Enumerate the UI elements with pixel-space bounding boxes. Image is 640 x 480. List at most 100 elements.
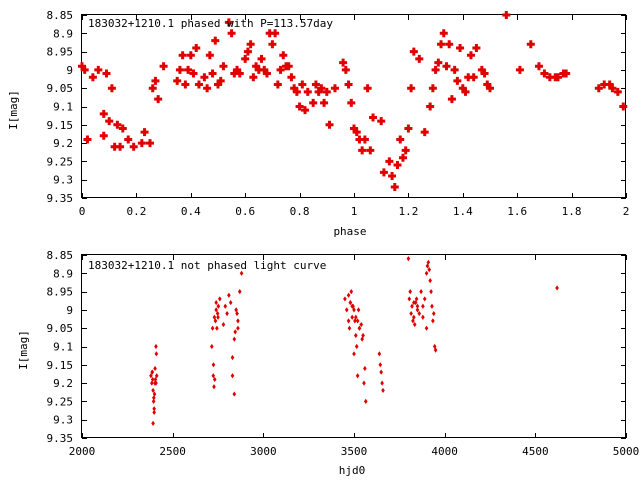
phased-data-point <box>608 84 617 93</box>
unphased-y-tick-label: 9.1 <box>53 341 73 354</box>
unphased-x-tick-label: 3000 <box>250 445 277 458</box>
unphased-data-point <box>363 398 368 404</box>
phased-data-point <box>456 43 465 52</box>
unphased-data-point <box>415 307 420 313</box>
phased-data-point <box>407 84 416 93</box>
phased-data-point <box>113 120 122 129</box>
unphased-data-point <box>216 303 221 309</box>
unphased-data-point <box>412 299 416 306</box>
phased-data-point <box>390 183 399 192</box>
unphased-data-point <box>356 307 361 313</box>
phased-data-point <box>118 124 127 133</box>
unphased-data-point <box>152 406 156 412</box>
unphased-chart-title: 183032+1210.1 not phased light curve <box>88 259 326 272</box>
phased-data-point <box>246 40 255 49</box>
unphased-y-tick-label: 9.15 <box>47 359 74 372</box>
phased-data-point <box>554 73 562 82</box>
unphased-axes: 2000 2500 3000 3500 4000 4500 5000 8.85 8.9 8.95 9… <box>47 249 640 458</box>
unphased-data-point <box>236 318 240 324</box>
phased-data-point <box>181 80 190 89</box>
unphased-data-point <box>357 325 362 331</box>
phased-data-point <box>78 62 86 71</box>
phased-data-point <box>426 102 435 111</box>
phased-data-point <box>151 76 160 85</box>
unphased-data-point <box>230 354 235 361</box>
phased-data-point <box>502 11 511 19</box>
phased-data-point <box>99 131 108 140</box>
phased-data-point <box>230 69 239 78</box>
unphased-data-point <box>210 343 214 350</box>
unphased-data-point <box>216 314 220 320</box>
unphased-data-point <box>424 270 429 276</box>
phased-x-axis-label: phase <box>333 225 366 238</box>
unphased-data-point <box>415 303 420 309</box>
unphased-data-point <box>212 376 217 383</box>
phased-data-point <box>241 54 250 63</box>
unphased-data-point <box>151 398 156 404</box>
phased-data-point <box>211 36 220 45</box>
phased-data-point <box>325 120 334 129</box>
phased-data-point <box>450 65 459 74</box>
unphased-data-point <box>380 380 384 386</box>
phased-data-point <box>458 84 467 93</box>
unphased-data-point <box>355 373 360 379</box>
unphased-data-point <box>237 289 242 295</box>
unphased-data-point <box>378 362 383 368</box>
unphased-data-point <box>352 307 356 313</box>
unphased-data-point <box>346 318 351 324</box>
phased-y-tick-label: 9.2 <box>53 137 73 150</box>
phased-data-point <box>124 135 133 144</box>
phased-data-point <box>140 128 149 137</box>
phased-data-point <box>99 109 108 118</box>
phased-data-point <box>309 98 318 107</box>
phased-data-point <box>295 102 304 111</box>
unphased-data-point <box>153 376 158 383</box>
phased-data-point <box>534 62 543 71</box>
unphased-data-point <box>362 380 366 386</box>
phased-data-point <box>366 146 375 155</box>
unphased-data-point <box>349 289 354 295</box>
unphased-data-point <box>154 380 158 386</box>
phased-data-point <box>314 87 323 96</box>
phased-data-point <box>252 62 261 71</box>
unphased-data-point <box>363 365 367 372</box>
unphased-data-point <box>150 369 154 375</box>
phased-data-point <box>445 40 454 49</box>
phased-data-point <box>192 43 201 52</box>
phased-axes: 0 0.2 0.4 0.6 0.8 1 1.2 1.4 1.6 1.8 2 8.85 8.9 8.95 9 9… <box>47 9 630 218</box>
phased-data-point <box>284 62 293 71</box>
phased-data-point <box>619 102 628 111</box>
unphased-data-point <box>232 336 237 342</box>
phased-data-point <box>184 65 193 74</box>
phased-data-point <box>268 40 277 49</box>
unphased-data-point <box>149 373 153 379</box>
phased-data-point <box>205 51 214 60</box>
unphased-y-tick-label: 9.2 <box>53 377 73 390</box>
unphased-data-point <box>377 351 382 357</box>
unphased-x-tick-label: 3500 <box>341 445 368 458</box>
phased-y-tick-label: 9.1 <box>53 101 73 114</box>
phased-x-tick-label: 1.6 <box>507 205 527 218</box>
unphased-data-point <box>223 303 228 309</box>
phased-data-point <box>178 51 187 60</box>
phased-data-point <box>83 135 92 144</box>
unphased-y-tick-label: 9.05 <box>47 322 74 335</box>
phased-data-point <box>320 98 329 107</box>
unphased-data-point <box>433 347 438 353</box>
phased-x-tick-label: 1.8 <box>562 205 582 218</box>
phased-data-point <box>401 146 410 155</box>
phased-data-point <box>352 128 361 137</box>
unphased-y-tick-label: 8.95 <box>47 286 74 299</box>
unphased-data-point <box>347 325 352 331</box>
phased-data-point <box>249 73 258 82</box>
phased-data-point <box>439 29 448 38</box>
phased-data-point <box>276 65 285 74</box>
unphased-plot-frame <box>81 254 626 438</box>
phased-data-point <box>298 80 307 89</box>
phased-data-point <box>398 153 407 162</box>
phased-data-point <box>243 47 252 56</box>
unphased-x-tick-label: 4500 <box>522 445 549 458</box>
phased-x-tick-label: 0.6 <box>235 205 255 218</box>
unphased-data-point <box>431 318 435 324</box>
phased-data-point <box>159 62 168 71</box>
